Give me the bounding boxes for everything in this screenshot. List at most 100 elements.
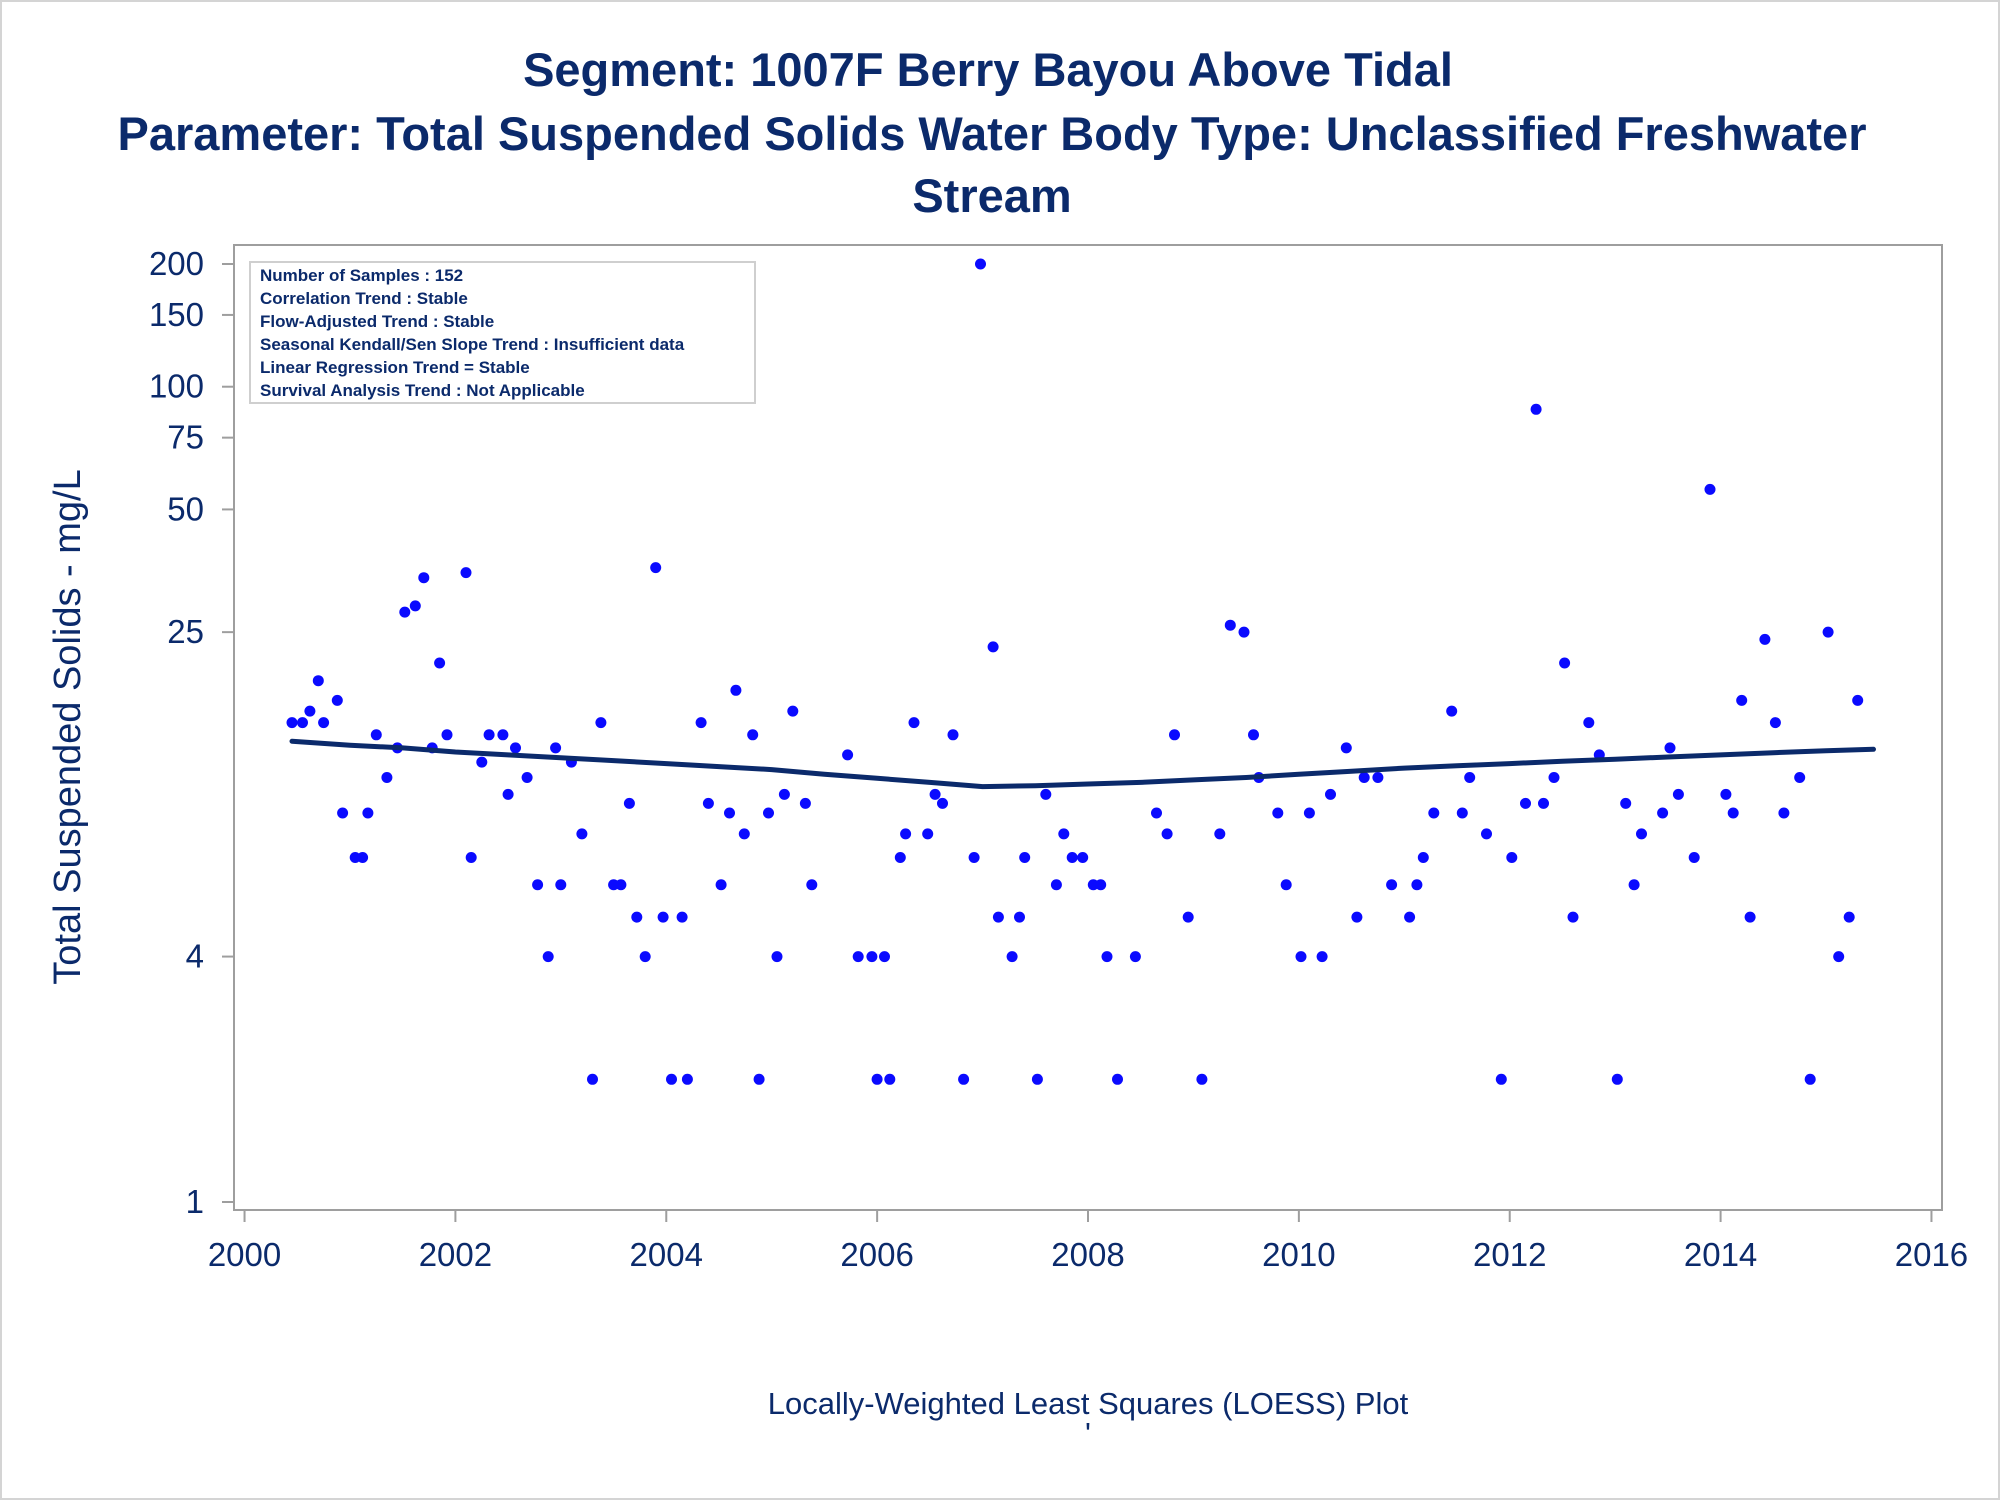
x-tick-label: 2008 bbox=[1051, 1236, 1124, 1273]
data-point bbox=[532, 879, 544, 891]
data-point bbox=[900, 828, 912, 840]
data-points bbox=[286, 258, 1864, 1085]
data-point bbox=[1628, 879, 1640, 891]
data-point bbox=[747, 729, 759, 741]
data-point bbox=[1161, 828, 1173, 840]
data-point bbox=[1495, 1073, 1507, 1085]
data-point bbox=[650, 562, 662, 574]
data-point bbox=[555, 879, 567, 891]
data-point bbox=[1822, 626, 1834, 638]
data-point bbox=[1833, 951, 1845, 963]
data-point bbox=[542, 951, 554, 963]
x-axis: 2000 2002 2004 2006 2008 2010 2012 2014 2016 bbox=[208, 1210, 1968, 1273]
data-point bbox=[778, 788, 790, 800]
data-point bbox=[1530, 403, 1542, 415]
stats-box-border bbox=[249, 261, 756, 404]
chart-subtitle-line-1: Parameter: Total Suspended Solids Water … bbox=[117, 107, 1866, 160]
data-point bbox=[947, 729, 959, 741]
data-point bbox=[1040, 788, 1052, 800]
x-tick-label: 2012 bbox=[1473, 1236, 1546, 1273]
data-point bbox=[1778, 807, 1790, 819]
data-point bbox=[1688, 852, 1700, 863]
data-point bbox=[1129, 951, 1141, 963]
data-point bbox=[695, 717, 707, 729]
data-point bbox=[1704, 483, 1716, 495]
data-point bbox=[1538, 797, 1549, 809]
footnote-mark: ' bbox=[1085, 1416, 1091, 1451]
data-point bbox=[465, 852, 477, 863]
data-point bbox=[1316, 951, 1328, 963]
data-point bbox=[1852, 694, 1864, 706]
x-tick-label: 2016 bbox=[1895, 1236, 1968, 1273]
data-point bbox=[1295, 951, 1307, 963]
data-point bbox=[1386, 879, 1398, 891]
x-tick-label: 2002 bbox=[419, 1236, 492, 1273]
data-point bbox=[476, 756, 488, 768]
data-point bbox=[409, 600, 421, 612]
data-point bbox=[908, 717, 920, 729]
data-point bbox=[879, 951, 890, 963]
data-point bbox=[1411, 879, 1423, 891]
data-point bbox=[1664, 742, 1676, 754]
data-point bbox=[929, 788, 941, 800]
y-tick-label: 200 bbox=[149, 245, 204, 282]
data-point bbox=[1019, 852, 1031, 863]
data-point bbox=[502, 788, 514, 800]
data-point bbox=[595, 717, 607, 729]
data-point bbox=[657, 911, 669, 923]
y-tick-label: 150 bbox=[149, 296, 204, 333]
data-point bbox=[1031, 1073, 1043, 1085]
y-tick-label: 4 bbox=[186, 938, 204, 975]
data-point bbox=[787, 705, 799, 717]
y-axis: 1 4 25 50 75 100 150 200 bbox=[149, 245, 234, 1220]
data-point bbox=[1736, 694, 1748, 706]
data-point bbox=[1280, 879, 1292, 891]
data-point bbox=[297, 717, 308, 729]
stats-sample-count: Number of Samples : 152 bbox=[260, 266, 463, 285]
data-point bbox=[370, 729, 382, 741]
data-point bbox=[884, 1073, 896, 1085]
data-point bbox=[1169, 729, 1180, 741]
data-point bbox=[418, 572, 430, 584]
data-point bbox=[1014, 911, 1025, 923]
data-point bbox=[1358, 772, 1370, 783]
data-point bbox=[1112, 1073, 1123, 1085]
data-point bbox=[1404, 911, 1416, 923]
data-point bbox=[1759, 633, 1771, 645]
data-point bbox=[866, 951, 878, 963]
data-point bbox=[357, 852, 369, 863]
data-point bbox=[937, 797, 948, 809]
y-tick-label: 100 bbox=[149, 368, 204, 405]
data-point bbox=[1720, 788, 1732, 800]
data-point bbox=[806, 879, 818, 891]
data-point bbox=[842, 749, 854, 761]
data-point bbox=[1238, 626, 1250, 638]
data-point bbox=[771, 951, 783, 963]
data-point bbox=[1058, 828, 1070, 840]
data-point bbox=[1481, 828, 1492, 840]
data-point bbox=[1804, 1073, 1816, 1085]
data-point bbox=[381, 772, 393, 783]
data-point bbox=[702, 797, 714, 809]
data-point bbox=[550, 742, 562, 754]
data-point bbox=[1006, 951, 1018, 963]
data-point bbox=[681, 1073, 693, 1085]
data-point bbox=[1611, 1073, 1623, 1085]
data-point bbox=[1446, 705, 1458, 717]
data-point bbox=[1196, 1073, 1208, 1085]
x-tick-label: 2010 bbox=[1262, 1236, 1335, 1273]
data-point bbox=[975, 258, 986, 270]
data-point bbox=[1101, 951, 1113, 963]
x-tick-label: 2014 bbox=[1684, 1236, 1757, 1273]
x-tick-label: 2006 bbox=[840, 1236, 913, 1273]
stats-box: Number of Samples : 152 Correlation Tren… bbox=[249, 261, 756, 404]
data-point bbox=[1567, 911, 1579, 923]
data-point bbox=[1559, 657, 1571, 669]
data-point bbox=[1224, 619, 1236, 631]
data-point bbox=[521, 772, 533, 783]
data-point bbox=[304, 705, 316, 717]
data-point bbox=[623, 797, 635, 809]
x-tick-label: 2004 bbox=[630, 1236, 703, 1273]
data-point bbox=[894, 852, 906, 863]
